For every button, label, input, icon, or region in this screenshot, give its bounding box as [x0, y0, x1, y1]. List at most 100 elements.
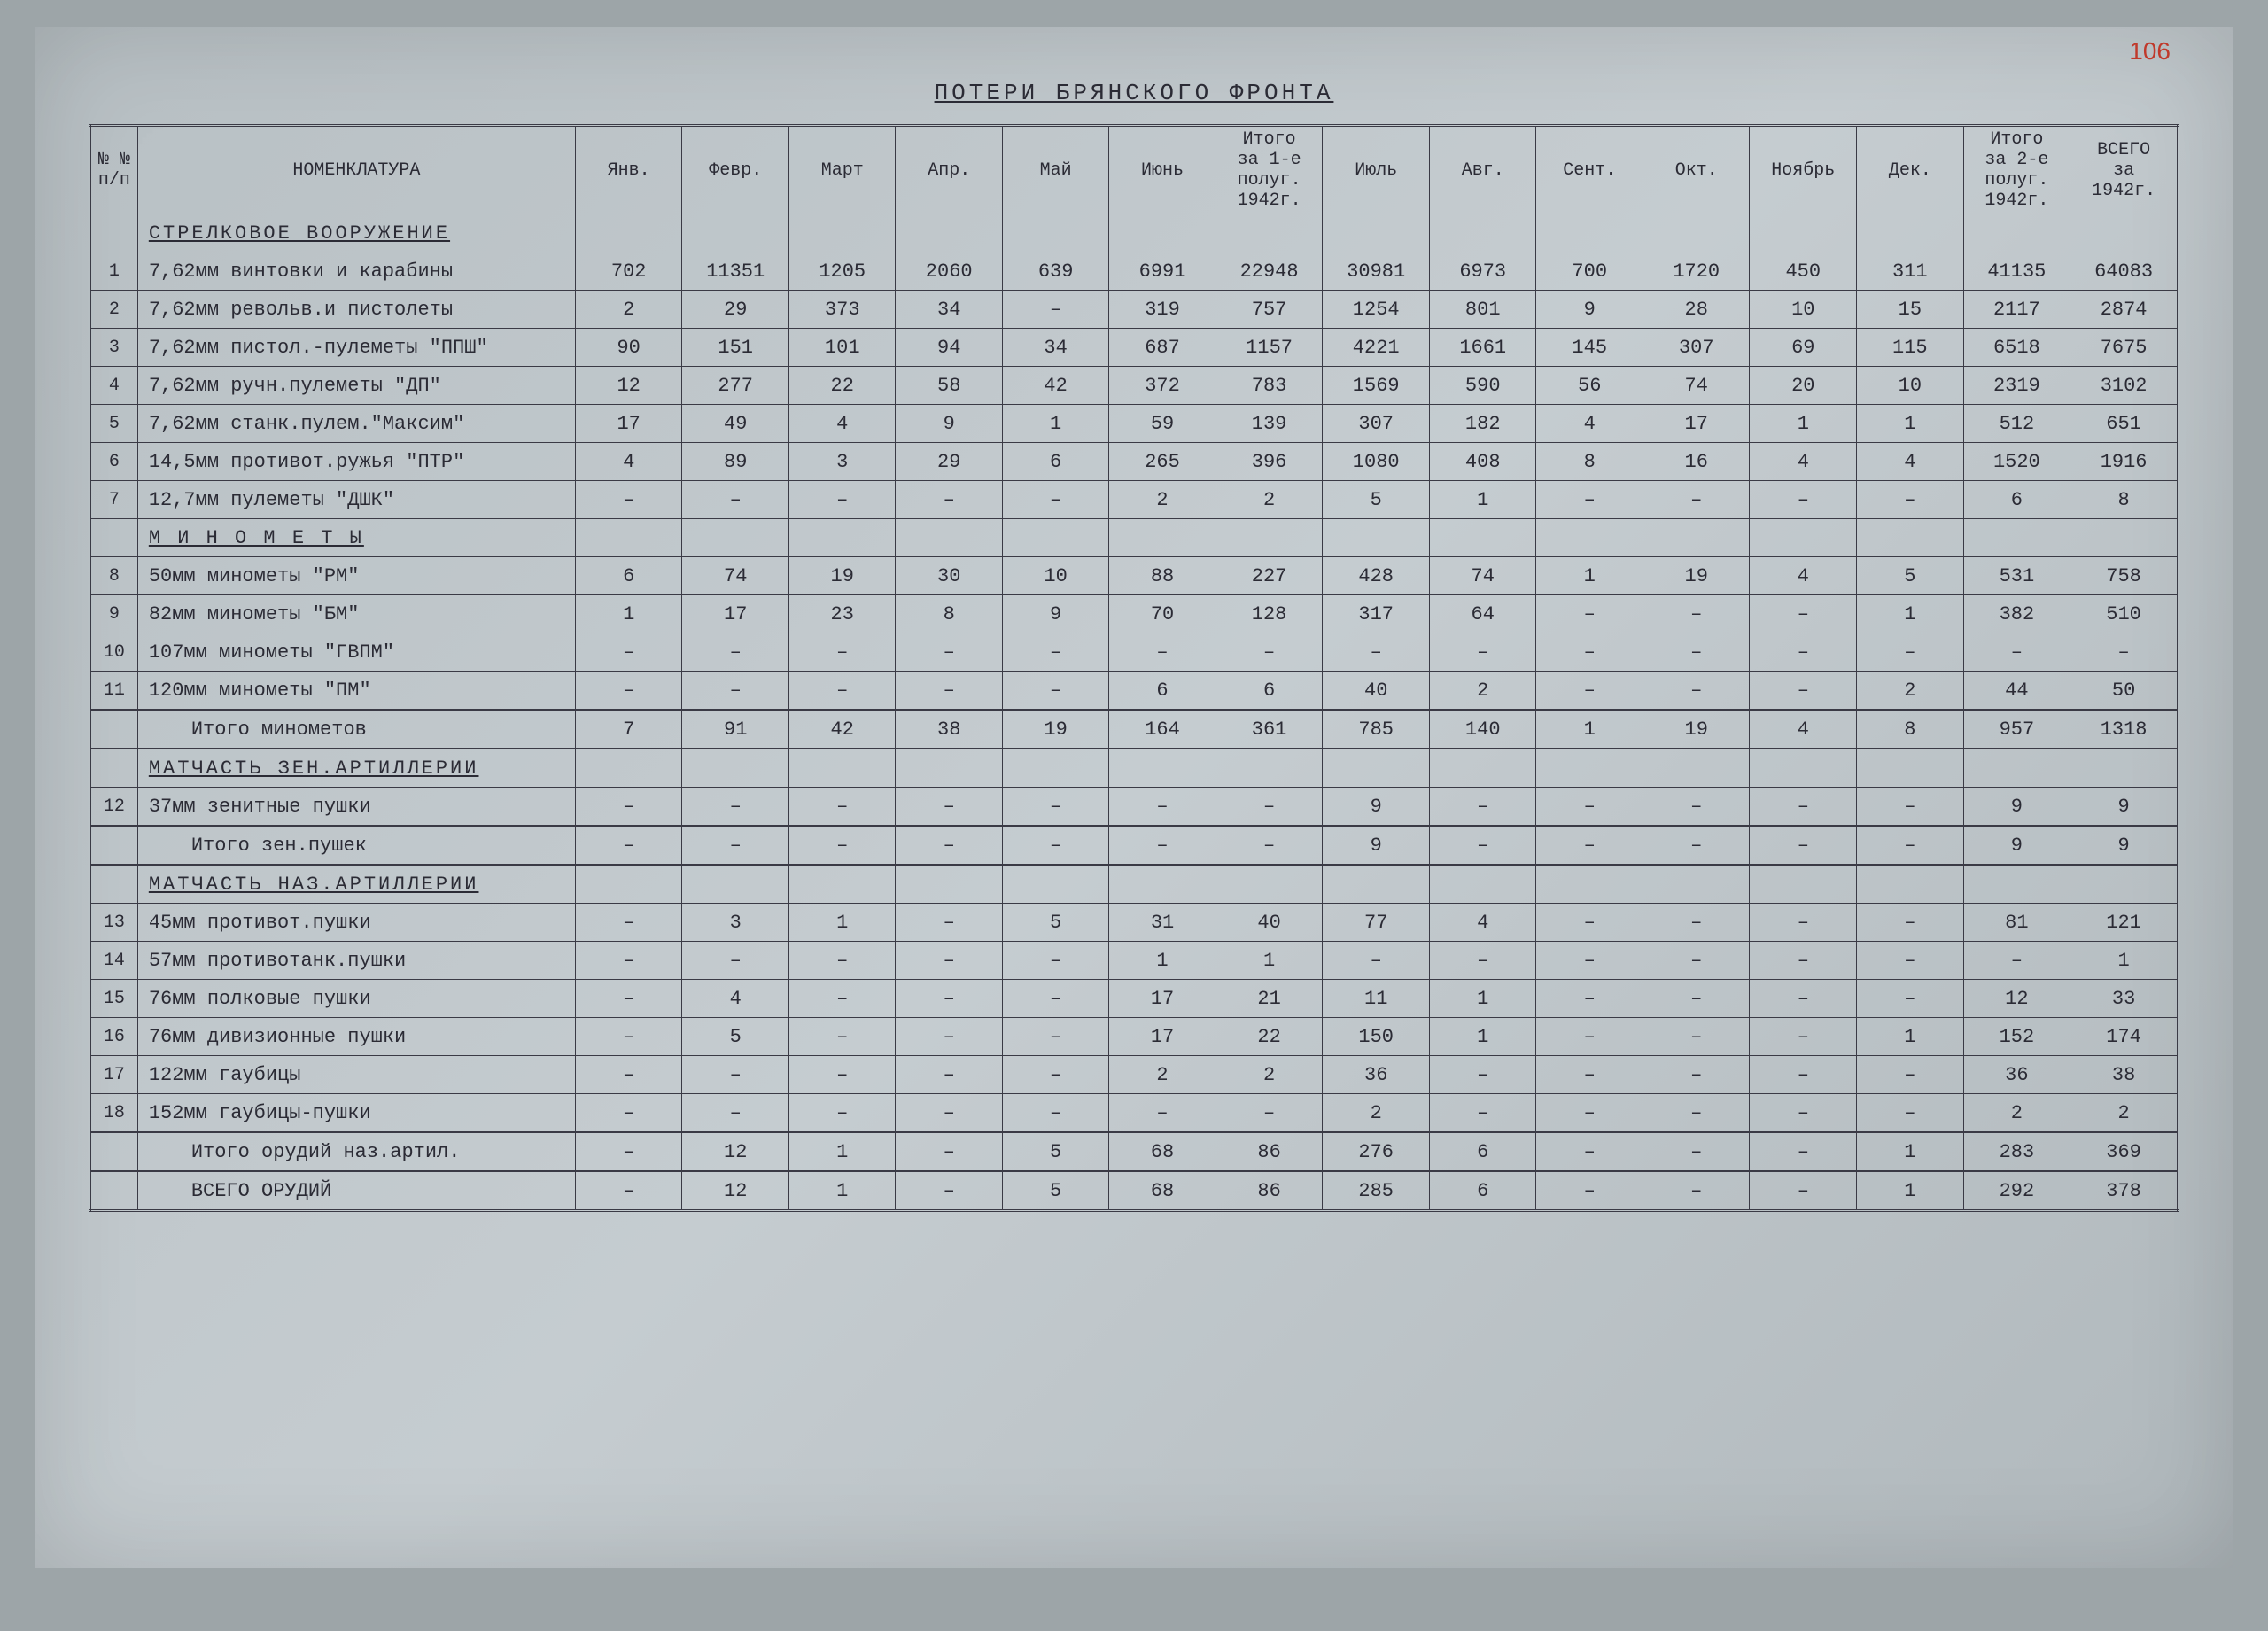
cell: [575, 519, 681, 557]
cell: –: [1002, 1018, 1108, 1056]
table-row: Итого зен.пушек–––––––9–––––99: [90, 826, 2179, 865]
cell: 33: [2070, 980, 2179, 1018]
cell: 1: [789, 904, 896, 942]
col-mar: Март: [789, 126, 896, 214]
row-name: 7,62мм пистол.-пулеметы "ППШ": [137, 329, 575, 367]
cell: –: [1430, 826, 1536, 865]
cell: 1: [1750, 405, 1857, 443]
cell: 5: [1002, 1132, 1108, 1171]
cell: –: [1323, 633, 1430, 672]
cell: 94: [896, 329, 1002, 367]
losses-table: № №п/п НОМЕНКЛАТУРА Янв. Февр. Март Апр.…: [89, 124, 2179, 1212]
cell: –: [896, 942, 1002, 980]
cell: 4: [1536, 405, 1643, 443]
cell: 1: [1002, 405, 1108, 443]
cell: 21: [1216, 980, 1323, 1018]
cell: 1569: [1323, 367, 1430, 405]
cell: 74: [1430, 557, 1536, 595]
cell: 4: [1750, 443, 1857, 481]
cell: –: [575, 1018, 681, 1056]
cell: [682, 865, 789, 904]
cell: [789, 865, 896, 904]
cell: –: [896, 1094, 1002, 1133]
cell: –: [1643, 595, 1750, 633]
cell: 1: [1109, 942, 1216, 980]
cell: 86: [1216, 1132, 1323, 1171]
cell: 1: [1536, 557, 1643, 595]
cell: 11: [1323, 980, 1430, 1018]
cell: [682, 519, 789, 557]
cell: –: [1536, 633, 1643, 672]
cell: 2: [1963, 1094, 2070, 1133]
cell: –: [1750, 1018, 1857, 1056]
cell: [1109, 519, 1216, 557]
cell: 9: [1002, 595, 1108, 633]
cell: –: [1963, 633, 2070, 672]
col-name: НОМЕНКЛАТУРА: [137, 126, 575, 214]
cell: [575, 865, 681, 904]
table-row: 37,62мм пистол.-пулеметы "ППШ"9015110194…: [90, 329, 2179, 367]
cell: 2: [1323, 1094, 1430, 1133]
col-feb: Февр.: [682, 126, 789, 214]
cell: 9: [2070, 788, 2179, 827]
table-row: Итого орудий наз.артил.–121–568862766–––…: [90, 1132, 2179, 1171]
cell: –: [682, 1094, 789, 1133]
cell: 3102: [2070, 367, 2179, 405]
cell: –: [1750, 980, 1857, 1018]
cell: 9: [896, 405, 1002, 443]
row-num: 7: [90, 481, 138, 519]
document-sheet: 106 ПОТЕРИ БРЯНСКОГО ФРОНТА № №п/п НОМЕН…: [35, 27, 2233, 1568]
cell: –: [1002, 672, 1108, 711]
cell: –: [1750, 481, 1857, 519]
cell: 89: [682, 443, 789, 481]
cell: 1: [2070, 942, 2179, 980]
cell: 19: [1643, 710, 1750, 749]
cell: 38: [896, 710, 1002, 749]
cell: [1323, 214, 1430, 252]
cell: 1661: [1430, 329, 1536, 367]
cell: [2070, 749, 2179, 788]
cell: 6: [1109, 672, 1216, 711]
cell: 1720: [1643, 252, 1750, 291]
table-row: ВСЕГО ОРУДИЙ–121–568862856–––1292378: [90, 1171, 2179, 1211]
cell: 1: [1857, 595, 1963, 633]
cell: 42: [789, 710, 896, 749]
row-name: 12,7мм пулеметы "ДШК": [137, 481, 575, 519]
cell: –: [896, 1018, 1002, 1056]
cell: 5: [1002, 1171, 1108, 1211]
cell: –: [1857, 788, 1963, 827]
cell: 34: [896, 291, 1002, 329]
cell: 700: [1536, 252, 1643, 291]
cell: –: [1750, 672, 1857, 711]
cell: 77: [1323, 904, 1430, 942]
section-header-label: М И Н О М Е Т Ы: [137, 519, 575, 557]
cell: –: [575, 788, 681, 827]
cell: 373: [789, 291, 896, 329]
cell: –: [1750, 942, 1857, 980]
cell: 29: [896, 443, 1002, 481]
cell: –: [682, 672, 789, 711]
cell: –: [1963, 942, 2070, 980]
col-dec: Дек.: [1857, 126, 1963, 214]
cell: [682, 749, 789, 788]
cell: 1: [1536, 710, 1643, 749]
cell: –: [789, 826, 896, 865]
section-header-label: МАТЧАСТЬ ЗЕН.АРТИЛЛЕРИИ: [137, 749, 575, 788]
cell: 2060: [896, 252, 1002, 291]
cell: –: [789, 1018, 896, 1056]
cell: –: [1643, 1018, 1750, 1056]
cell: –: [1750, 1132, 1857, 1171]
cell: –: [1002, 826, 1108, 865]
cell: 702: [575, 252, 681, 291]
cell: 4: [1430, 904, 1536, 942]
cell: 2874: [2070, 291, 2179, 329]
cell: –: [789, 633, 896, 672]
cell: 2: [1109, 1056, 1216, 1094]
cell: [1002, 749, 1108, 788]
cell: [1750, 519, 1857, 557]
row-name: 152мм гаубицы-пушки: [137, 1094, 575, 1133]
col-aug: Авг.: [1430, 126, 1536, 214]
table-body: СТРЕЛКОВОЕ ВООРУЖЕНИЕ17,62мм винтовки и …: [90, 214, 2179, 1211]
cell: [682, 214, 789, 252]
table-row: МАТЧАСТЬ ЗЕН.АРТИЛЛЕРИИ: [90, 749, 2179, 788]
